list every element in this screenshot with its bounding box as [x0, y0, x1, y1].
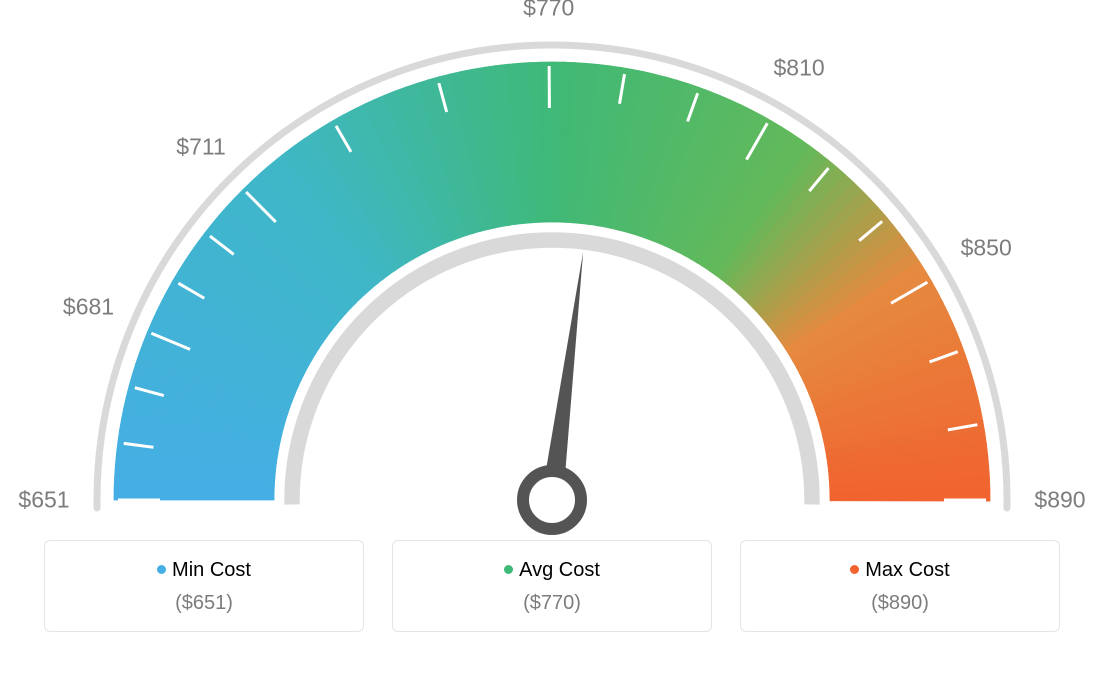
- legend-card-max: Max Cost ($890): [740, 540, 1060, 632]
- gauge-tick-label: $711: [176, 133, 225, 160]
- gauge-svg: [0, 0, 1104, 540]
- legend-title-avg: Avg Cost: [403, 559, 701, 582]
- gauge-tick-label: $850: [961, 235, 1012, 262]
- gauge-tick-label: $681: [63, 294, 114, 321]
- legend-dot-min: [157, 565, 166, 574]
- gauge-tick-label: $651: [18, 487, 69, 514]
- legend-label-max: Max Cost: [865, 559, 949, 581]
- legend-dot-max: [850, 565, 859, 574]
- legend-dot-avg: [504, 565, 513, 574]
- legend-row: Min Cost ($651) Avg Cost ($770) Max Cost…: [0, 540, 1104, 632]
- legend-card-avg: Avg Cost ($770): [392, 540, 712, 632]
- legend-label-min: Min Cost: [172, 559, 251, 581]
- gauge-tick-label: $770: [523, 0, 574, 22]
- gauge-tick-label: $890: [1034, 487, 1085, 514]
- legend-value-avg: ($770): [403, 592, 701, 615]
- legend-value-min: ($651): [55, 592, 353, 615]
- legend-title-min: Min Cost: [55, 559, 353, 582]
- gauge-chart: $651 $681 $711 $770 $810 $850 $890: [0, 0, 1104, 540]
- legend-card-min: Min Cost ($651): [44, 540, 364, 632]
- gauge-tick-label: $810: [774, 54, 825, 81]
- legend-label-avg: Avg Cost: [519, 559, 600, 581]
- legend-title-max: Max Cost: [751, 559, 1049, 582]
- legend-value-max: ($890): [751, 592, 1049, 615]
